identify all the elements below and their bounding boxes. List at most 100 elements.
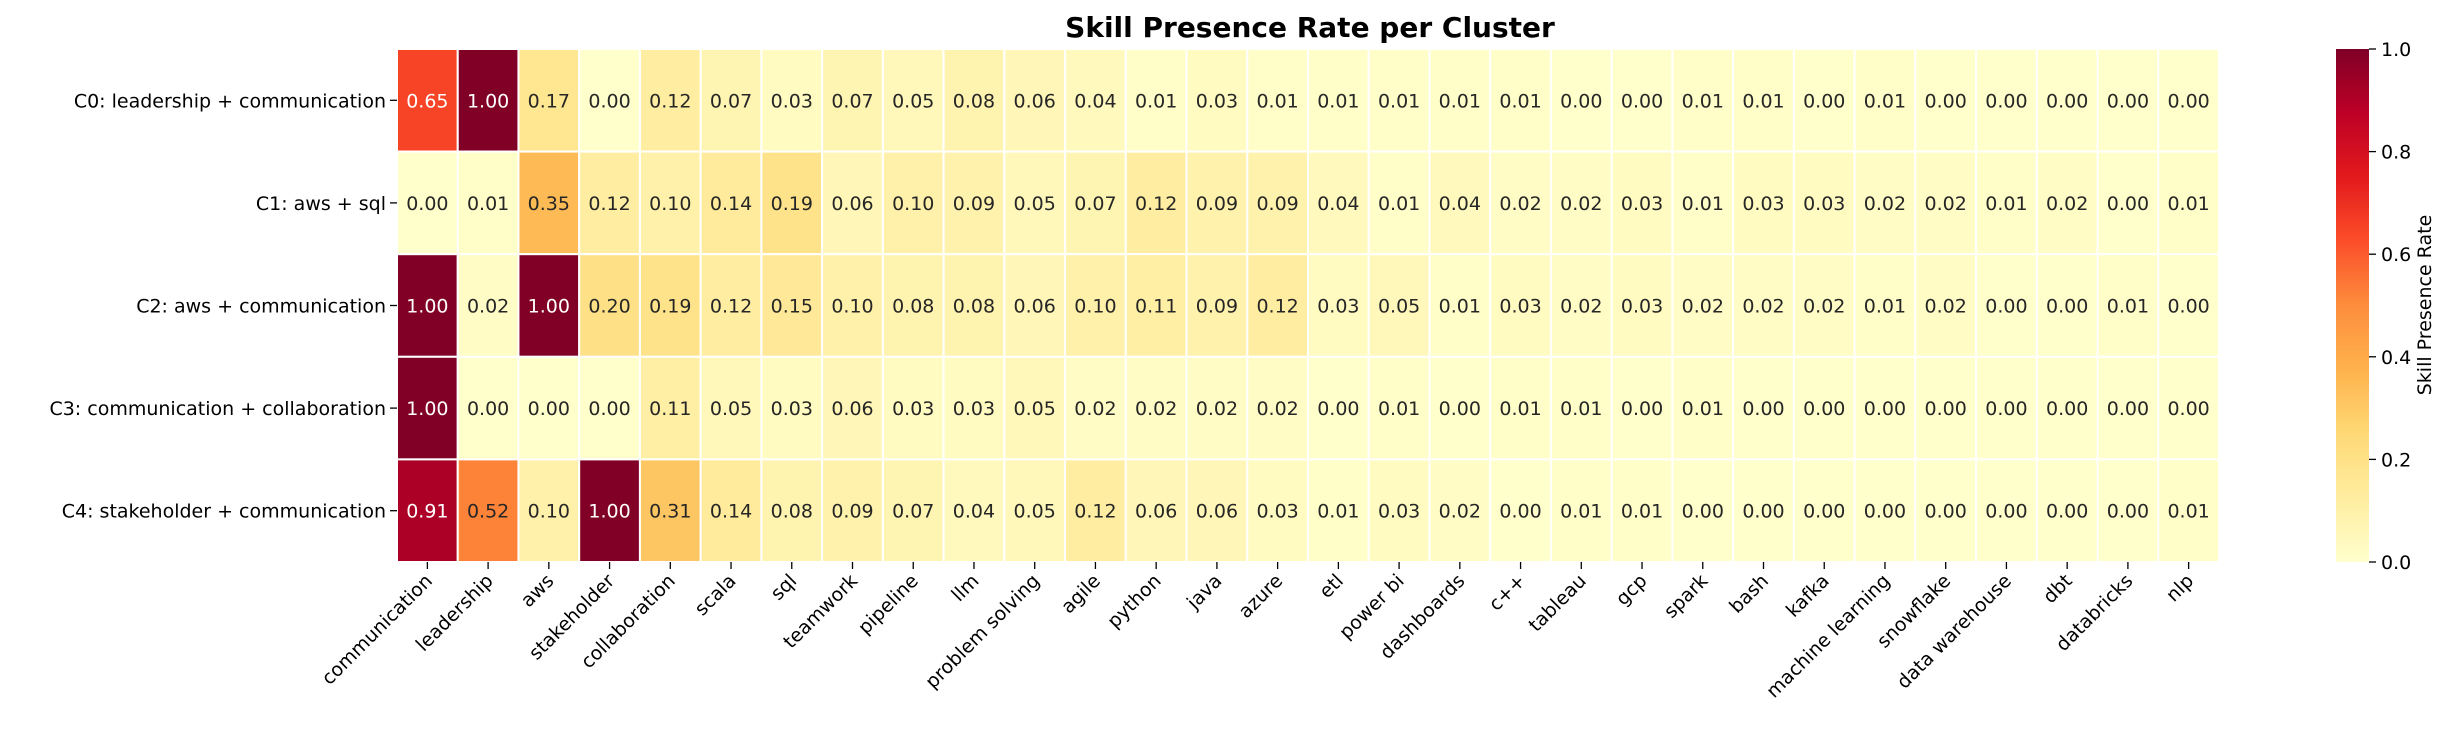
cell-value-label: 0.07 <box>892 501 934 523</box>
cell-value-label: 0.01 <box>1499 90 1541 112</box>
cell-value-label: 0.02 <box>1925 296 1967 318</box>
row-label: C2: aws + communication <box>136 296 386 318</box>
heatmap-cell <box>1428 458 1492 563</box>
cell-value-label: 0.35 <box>528 193 570 215</box>
heatmap-cell <box>1428 150 1492 256</box>
heatmap-cell <box>760 253 824 358</box>
cell-value-label: 0.00 <box>588 398 630 420</box>
cell-value-label: 0.00 <box>2167 90 2209 112</box>
cell-value-label: 0.10 <box>528 501 570 523</box>
cell-value-label: 0.08 <box>771 501 813 523</box>
colorbar-tick-label: 1.0 <box>2381 39 2411 61</box>
cell-value-label: 0.01 <box>1317 501 1359 523</box>
cell-value-label: 0.00 <box>1621 398 1663 420</box>
cell-value-label: 0.01 <box>1985 193 2027 215</box>
heatmap-cell <box>1914 150 1978 256</box>
heatmap-cell <box>821 48 884 153</box>
cell-value-label: 1.00 <box>467 90 509 112</box>
heatmap-cell <box>1124 253 1188 358</box>
cell-value-label: 0.01 <box>1439 296 1481 318</box>
cell-value-label: 0.14 <box>710 193 752 215</box>
row-label: C3: communication + collaboration <box>49 398 386 420</box>
cell-value-label: 0.00 <box>2107 193 2149 215</box>
heatmap-cell <box>1064 355 1127 461</box>
cell-value-label: 0.02 <box>1439 501 1481 523</box>
heatmap-cell <box>1064 48 1127 153</box>
heatmap-cell <box>1671 355 1735 461</box>
cell-value-label: 0.06 <box>1196 501 1238 523</box>
cell-value-label: 0.02 <box>1560 296 1602 318</box>
column-label: pipeline <box>854 570 923 639</box>
cell-value-label: 0.00 <box>406 193 448 215</box>
cell-value-label: 0.03 <box>1621 296 1663 318</box>
cell-value-label: 0.05 <box>892 90 934 112</box>
heatmap-cell <box>1914 355 1978 461</box>
cell-value-label: 0.01 <box>1135 90 1177 112</box>
heatmap-cell <box>1246 150 1310 256</box>
cell-value-label: 0.04 <box>1074 90 1116 112</box>
cell-value-label: 0.00 <box>1317 398 1359 420</box>
heatmap-cell <box>1489 253 1552 358</box>
cell-value-label: 0.09 <box>953 193 995 215</box>
cell-value-label: 0.01 <box>1560 501 1602 523</box>
cell-value-label: 0.01 <box>1682 193 1724 215</box>
cell-value-label: 0.00 <box>1925 398 1967 420</box>
heatmap-cell <box>821 355 884 461</box>
cell-value-label: 0.04 <box>1439 193 1481 215</box>
cell-value-label: 0.00 <box>2167 296 2209 318</box>
heatmap-cell <box>396 355 459 461</box>
cell-value-label: 0.03 <box>1378 501 1420 523</box>
heatmap-cell <box>1064 150 1127 256</box>
heatmap-cell <box>881 355 945 461</box>
column-label: spark <box>1660 570 1713 623</box>
heatmap-cell <box>1367 150 1431 256</box>
column-label: data warehouse <box>1893 570 2016 693</box>
heatmap-cell <box>1307 150 1370 256</box>
cell-value-label: 0.01 <box>1621 501 1663 523</box>
cell-value-label: 0.12 <box>710 296 752 318</box>
column-label: aws <box>517 570 559 612</box>
heatmap-cell <box>1307 48 1370 153</box>
heatmap-cell <box>942 253 1006 358</box>
heatmap-cell <box>1853 355 1917 461</box>
heatmap-cell <box>881 458 945 563</box>
heatmap-cell <box>1185 48 1249 153</box>
cell-value-label: 0.02 <box>1925 193 1967 215</box>
heatmap-cell <box>456 48 520 153</box>
heatmap-cell <box>699 253 763 358</box>
cell-value-label: 0.02 <box>2046 193 2088 215</box>
cell-value-label: 0.12 <box>1074 501 1116 523</box>
cell-value-label: 0.10 <box>831 296 873 318</box>
cell-value-label: 0.01 <box>1682 90 1724 112</box>
column-label: sql <box>766 570 801 605</box>
cell-value-label: 0.09 <box>1256 193 1298 215</box>
heatmap-cell <box>1732 458 1795 563</box>
cell-value-label: 1.00 <box>588 501 630 523</box>
colorbar-ticks: 0.0 0.2 0.4 0.6 0.8 1.0 <box>2369 39 2411 574</box>
cell-value-label: 0.01 <box>1864 90 1906 112</box>
cell-value-label: 0.08 <box>892 296 934 318</box>
heatmap-cell <box>456 458 520 563</box>
heatmap-cell <box>1792 253 1856 358</box>
cell-value-label: 0.12 <box>1135 193 1177 215</box>
heatmap-cell <box>1489 458 1552 563</box>
heatmap-cell <box>2035 253 2099 358</box>
heatmap-cell <box>1671 458 1735 563</box>
cell-value-label: 0.00 <box>1803 90 1845 112</box>
cell-value-label: 0.05 <box>1014 501 1056 523</box>
heatmap-cell <box>396 150 459 256</box>
heatmap-cell <box>2096 355 2160 461</box>
cell-value-label: 0.09 <box>831 501 873 523</box>
cell-value-label: 0.02 <box>1135 398 1177 420</box>
cell-value-label: 0.02 <box>1560 193 1602 215</box>
cell-value-label: 0.03 <box>1317 296 1359 318</box>
column-label: azure <box>1234 570 1287 623</box>
row-label: C1: aws + sql <box>256 193 386 215</box>
cell-value-label: 0.00 <box>2167 398 2209 420</box>
colorbar-tick-label: 0.0 <box>2381 552 2411 574</box>
column-label: gcp <box>1612 570 1652 610</box>
heatmap-cell <box>1975 458 2038 563</box>
cell-value-label: 0.01 <box>1378 90 1420 112</box>
cell-value-label: 0.52 <box>467 501 509 523</box>
